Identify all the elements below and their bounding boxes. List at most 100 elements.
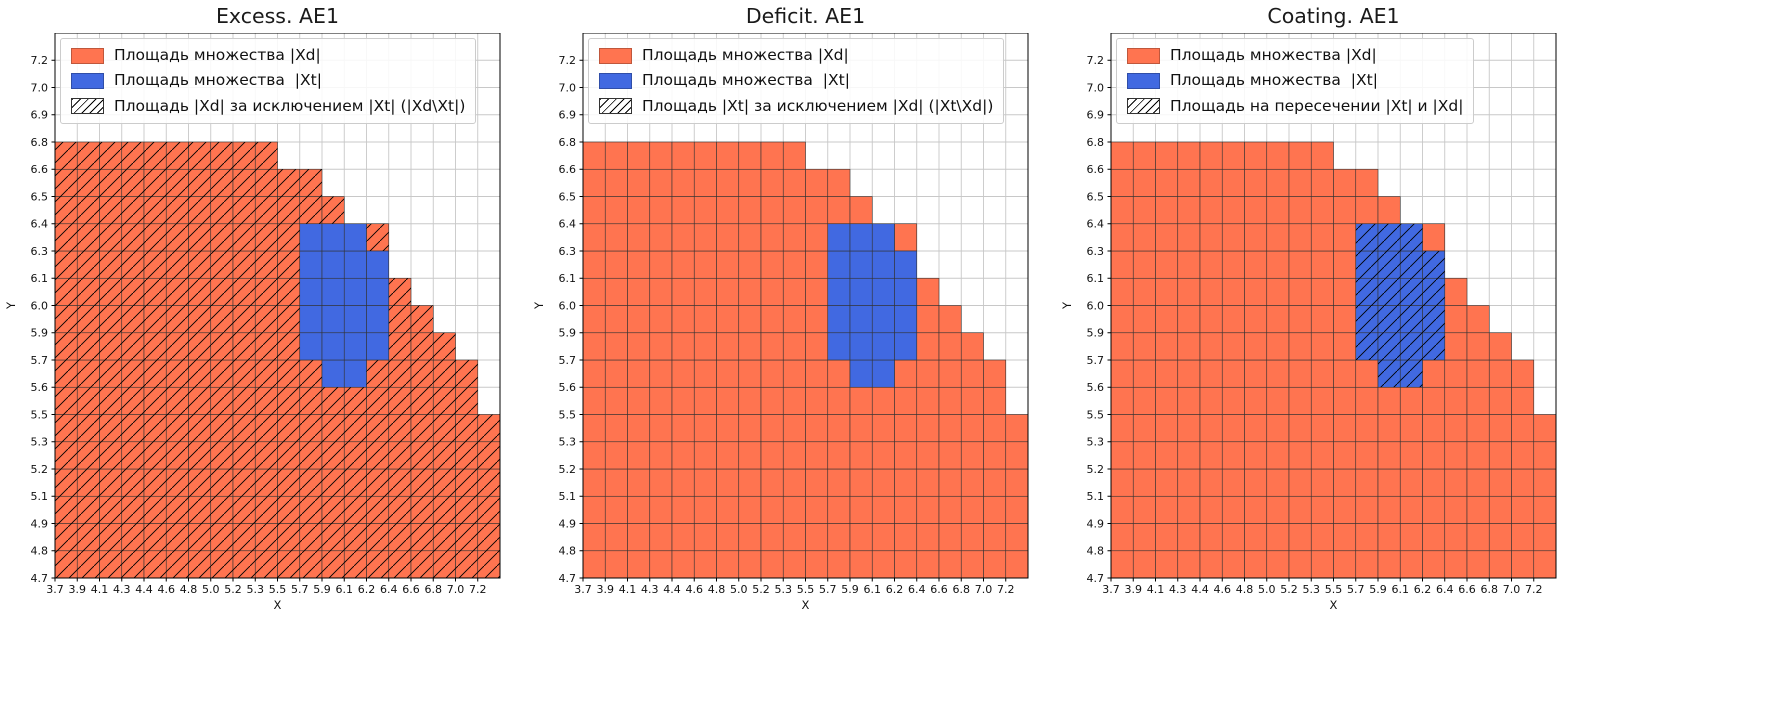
x-tick-label: 7.0 xyxy=(447,583,465,596)
x-tick-label: 5.3 xyxy=(1303,583,1321,596)
legend-label: Площадь на пересечении |Xt| и |Xd| xyxy=(1170,96,1464,115)
x-axis-title: X xyxy=(1330,598,1338,612)
plot-area: 3.7 3.9 4.1 4.3 4.4 4.6 4.8 5.0 5.2 5.3 5.5 5.7 5.9 6… xyxy=(4,33,501,612)
y-tick-label: 4.7 xyxy=(1087,572,1105,585)
hatch-overlay xyxy=(1355,223,1445,388)
x-tick-label: 4.8 xyxy=(708,583,726,596)
x-tick-label: 4.1 xyxy=(619,583,637,596)
plot-area: 3.7 3.9 4.1 4.3 4.4 4.6 4.8 5.0 5.2 5.3 5.5 5.7 5.9 6… xyxy=(1060,33,1557,612)
y-tick-label: 6.8 xyxy=(31,136,49,149)
y-tick-label: 6.4 xyxy=(559,218,577,231)
y-tick-label: 6.3 xyxy=(1087,245,1105,258)
x-tick-label: 7.2 xyxy=(997,583,1015,596)
legend: Площадь множества |Xd| Площадь множества… xyxy=(1116,38,1475,125)
y-tick-label: 5.3 xyxy=(1087,436,1105,449)
y-tick-label: 6.9 xyxy=(1087,109,1105,122)
y-tick-label: 4.9 xyxy=(559,517,577,530)
y-tick-label: 5.1 xyxy=(1087,490,1105,503)
legend-label: Площадь |Xt| за исключением |Xd| (|Xt\Xd… xyxy=(642,96,994,115)
x-tick-label: 4.6 xyxy=(158,583,176,596)
x-tick-label: 5.9 xyxy=(1369,583,1387,596)
x-tick-label: 6.8 xyxy=(425,583,443,596)
x-tick-label: 7.2 xyxy=(1525,583,1543,596)
x-tick-label: 6.8 xyxy=(953,583,971,596)
y-tick-label: 4.9 xyxy=(31,517,49,530)
y-tick-label: 5.1 xyxy=(31,490,49,503)
y-tick-label: 6.5 xyxy=(1087,190,1105,203)
y-tick-label: 6.1 xyxy=(559,272,577,285)
x-axis-title: X xyxy=(274,598,282,612)
legend-entry-xd: Площадь множества |Xd| xyxy=(1127,46,1463,65)
y-tick-label: 5.7 xyxy=(1087,354,1105,367)
x-tick-label: 4.3 xyxy=(113,583,131,596)
y-tick-label: 5.6 xyxy=(559,381,577,394)
y-tick-label: 5.5 xyxy=(559,408,577,421)
x-tick-label: 4.6 xyxy=(1214,583,1232,596)
legend-entry-xt: Площадь множества |Xt| xyxy=(1127,71,1463,90)
hatch-overlay xyxy=(55,142,500,578)
y-tick-label: 6.8 xyxy=(559,136,577,149)
x-tick-label: 4.8 xyxy=(180,583,198,596)
x-tick-label: 5.3 xyxy=(247,583,265,596)
x-tick-label: 6.2 xyxy=(1414,583,1432,596)
y-tick-label: 4.8 xyxy=(1087,545,1105,558)
x-tick-label: 5.0 xyxy=(1258,583,1276,596)
x-tick-label: 5.5 xyxy=(797,583,815,596)
hatch-swatch xyxy=(1127,98,1160,115)
x-tick-label: 7.2 xyxy=(469,583,487,596)
legend-entry-xd: Площадь множества |Xd| xyxy=(599,46,993,65)
xd-region xyxy=(1110,141,1557,579)
legend-label: Площадь множества |Xd| xyxy=(642,46,849,64)
y-tick-label: 7.0 xyxy=(1087,81,1105,94)
legend-entry-xt: Площадь множества |Xt| xyxy=(71,71,465,90)
y-tick-label: 5.3 xyxy=(31,436,49,449)
x-tick-label: 3.9 xyxy=(1125,583,1143,596)
y-tick-label: 6.3 xyxy=(559,245,577,258)
x-tick-label: 6.6 xyxy=(402,583,420,596)
legend-entry-hatch: Площадь на пересечении |Xt| и |Xd| xyxy=(1127,97,1463,116)
x-tick-label: 6.2 xyxy=(358,583,376,596)
y-tick-label: 5.2 xyxy=(31,463,49,476)
y-tick-label: 7.2 xyxy=(31,54,49,67)
x-tick-label: 4.3 xyxy=(641,583,659,596)
x-tick-label: 5.7 xyxy=(819,583,837,596)
y-axis-title: Y xyxy=(4,301,18,310)
xd-color-swatch xyxy=(71,47,104,64)
y-tick-label: 4.7 xyxy=(559,572,577,585)
plot-title: Excess. AE1 xyxy=(215,4,340,28)
y-tick-label: 5.2 xyxy=(559,463,577,476)
legend-label: Площадь множества |Xd| xyxy=(114,46,321,64)
x-axis-title: X xyxy=(802,598,810,612)
x-tick-label: 6.8 xyxy=(1481,583,1499,596)
x-tick-label: 4.1 xyxy=(91,583,109,596)
x-tick-label: 6.4 xyxy=(380,583,398,596)
x-tick-label: 3.7 xyxy=(1102,583,1120,596)
plot-title: Deficit. AE1 xyxy=(745,4,866,28)
axes: 3.7 3.9 4.1 4.3 4.4 4.6 4.8 5.0 5.2 5.3 5.5 5.7 5.9 6… xyxy=(559,54,1015,596)
y-tick-label: 5.9 xyxy=(31,327,49,340)
y-axis-title: Y xyxy=(1060,301,1074,310)
legend: Площадь множества |Xd| Площадь множества… xyxy=(60,38,477,125)
xt-color-swatch xyxy=(1127,73,1160,90)
y-tick-label: 7.2 xyxy=(559,54,577,67)
legend-entry-xd: Площадь множества |Xd| xyxy=(71,46,465,65)
y-tick-label: 6.1 xyxy=(1087,272,1105,285)
x-tick-label: 4.6 xyxy=(686,583,704,596)
x-tick-label: 3.7 xyxy=(46,583,64,596)
x-tick-label: 6.6 xyxy=(930,583,948,596)
x-tick-label: 6.2 xyxy=(886,583,904,596)
x-tick-label: 5.9 xyxy=(841,583,859,596)
y-tick-label: 6.6 xyxy=(31,163,49,176)
y-tick-label: 7.0 xyxy=(31,81,49,94)
x-tick-label: 3.9 xyxy=(69,583,87,596)
x-tick-label: 5.0 xyxy=(202,583,220,596)
y-tick-label: 6.9 xyxy=(31,109,49,122)
y-tick-label: 5.3 xyxy=(559,436,577,449)
subplot-excess: Excess. AE1 3.7 3.9 4.1 4.3 4.4 4.6 4.8 5.0 5.2 5… xyxy=(0,0,527,709)
x-tick-label: 6.4 xyxy=(908,583,926,596)
y-tick-label: 5.7 xyxy=(31,354,49,367)
y-tick-label: 5.2 xyxy=(1087,463,1105,476)
x-tick-label: 5.7 xyxy=(1347,583,1365,596)
legend-entry-hatch: Площадь |Xd| за исключением |Xt| (|Xd\Xt… xyxy=(71,97,465,116)
